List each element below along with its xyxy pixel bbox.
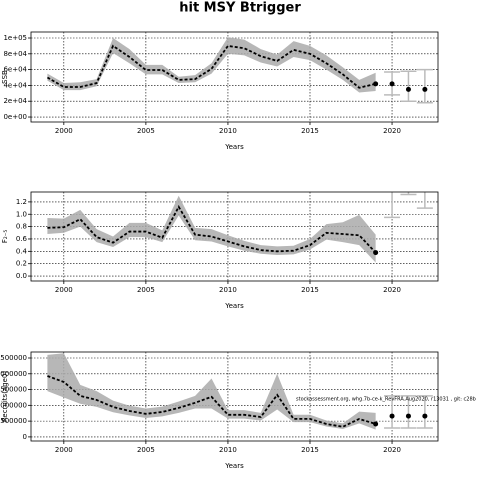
forecast-point bbox=[390, 175, 395, 180]
y-tick-label: 1500000 bbox=[0, 386, 27, 394]
last-estimate-point bbox=[373, 421, 379, 427]
x-tick-label: 2010 bbox=[219, 127, 237, 135]
y-tick-label: 8e+04 bbox=[3, 50, 27, 58]
y-tick-label: 6e+04 bbox=[3, 66, 27, 74]
x-tick-label: 2020 bbox=[383, 286, 401, 294]
y-tick-label: 1.0 bbox=[16, 210, 27, 218]
axes-frame bbox=[30, 191, 439, 282]
x-tick-label: 2005 bbox=[137, 446, 155, 454]
estimate-line bbox=[46, 44, 376, 89]
figure-title: hit MSY Btrigger bbox=[179, 1, 301, 16]
y-tick-label: 0e+00 bbox=[3, 113, 27, 121]
forecast-point bbox=[389, 413, 395, 419]
x-tick-label: 2010 bbox=[219, 446, 237, 454]
x-tick-label: 2000 bbox=[55, 286, 73, 294]
y-axis-label: F₂₋₅ bbox=[1, 230, 9, 244]
y-tick-label: 500000 bbox=[0, 417, 27, 425]
last-estimate-point bbox=[373, 250, 379, 256]
forecast-point bbox=[422, 413, 428, 419]
x-tick-label: 2015 bbox=[301, 286, 319, 294]
forecast-point bbox=[422, 181, 427, 186]
y-tick-label: 4e+04 bbox=[3, 81, 27, 89]
x-axis-label: Years bbox=[224, 143, 244, 151]
x-tick-label: 2015 bbox=[301, 127, 319, 135]
x-tick-label: 2005 bbox=[137, 127, 155, 135]
forecast-point bbox=[406, 178, 411, 183]
x-tick-label: 2005 bbox=[137, 286, 155, 294]
confidence-band bbox=[47, 353, 376, 430]
x-tick-label: 2020 bbox=[383, 446, 401, 454]
annotation: stockassessment.org, whg.7b-ce-k_RevFRA.… bbox=[296, 397, 476, 403]
y-tick-label: 2e+04 bbox=[3, 97, 27, 105]
y-axis-label: SSB bbox=[1, 70, 9, 84]
y-tick-label: 1000000 bbox=[0, 401, 27, 409]
forecast-point bbox=[422, 86, 428, 92]
axes-frame bbox=[30, 351, 439, 442]
y-axis-label: Recruits(age0) bbox=[1, 371, 9, 423]
y-tick-label: 2500000 bbox=[0, 354, 27, 362]
y-tick-label: 0.4 bbox=[16, 247, 28, 255]
estimate-line bbox=[47, 375, 376, 428]
y-tick-label: 1e+05 bbox=[3, 34, 27, 42]
confidence-band bbox=[47, 37, 376, 93]
y-tick-label: 0.6 bbox=[16, 235, 28, 243]
plot-area bbox=[31, 175, 438, 281]
confidence-band bbox=[47, 195, 376, 263]
y-tick-label: 0.8 bbox=[16, 223, 27, 231]
forecast-point bbox=[389, 81, 395, 87]
y-tick-label: 2000000 bbox=[0, 370, 27, 378]
x-axis-label: Years bbox=[224, 302, 244, 310]
plot-area bbox=[31, 32, 438, 122]
y-tick-label: 0.0 bbox=[16, 272, 27, 280]
axes-frame bbox=[30, 31, 439, 123]
x-tick-label: 2010 bbox=[219, 286, 237, 294]
plot-area bbox=[31, 352, 438, 441]
x-tick-label: 2000 bbox=[55, 446, 73, 454]
x-tick-label: 2000 bbox=[55, 127, 73, 135]
x-tick-label: 2020 bbox=[383, 127, 401, 135]
x-tick-label: 2015 bbox=[301, 446, 319, 454]
y-tick-label: 0 bbox=[23, 433, 27, 441]
y-tick-label: 1.2 bbox=[16, 198, 27, 206]
forecast-point bbox=[405, 86, 411, 92]
last-estimate-point bbox=[373, 81, 379, 87]
x-axis-label: Years bbox=[224, 462, 244, 470]
y-tick-label: 0.2 bbox=[16, 260, 27, 268]
forecast-point bbox=[405, 413, 411, 419]
